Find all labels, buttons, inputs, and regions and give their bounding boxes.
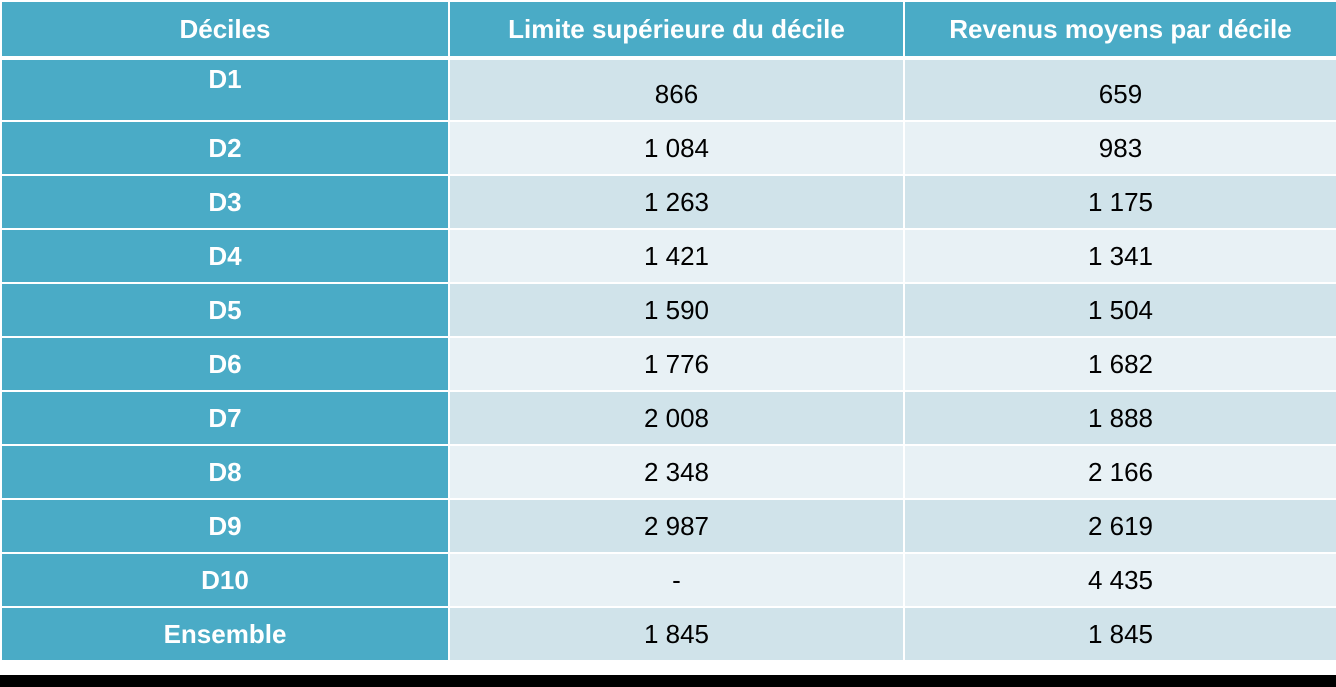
row-label: D10	[0, 552, 450, 608]
average-income-cell: 1 845	[903, 606, 1336, 662]
row-label: D8	[0, 444, 450, 500]
upper-limit-cell: 2 987	[448, 498, 905, 554]
row-label: D3	[0, 174, 450, 230]
upper-limit-cell: 866	[448, 57, 905, 122]
upper-limit-cell: 1 263	[448, 174, 905, 230]
average-income-cell: 1 175	[903, 174, 1336, 230]
average-income-cell: 2 166	[903, 444, 1336, 500]
header-average-income: Revenus moyens par décile	[903, 0, 1336, 60]
table-row: D9 2 987 2 619	[0, 498, 1336, 554]
average-income-cell: 4 435	[903, 552, 1336, 608]
row-label: Ensemble	[0, 606, 450, 662]
average-income-cell: 983	[903, 120, 1336, 176]
upper-limit-cell: 1 590	[448, 282, 905, 338]
row-label: D4	[0, 228, 450, 284]
average-income-cell: 659	[903, 57, 1336, 122]
upper-limit-cell: 1 776	[448, 336, 905, 392]
upper-limit-cell: 2 008	[448, 390, 905, 446]
table-row: D8 2 348 2 166	[0, 444, 1336, 500]
table-row: D1 866 659	[0, 57, 1336, 122]
header-deciles: Déciles	[0, 0, 450, 60]
upper-limit-cell: 1 845	[448, 606, 905, 662]
row-label: D6	[0, 336, 450, 392]
row-label: D9	[0, 498, 450, 554]
upper-limit-cell: 2 348	[448, 444, 905, 500]
decile-income-table: Déciles Limite supérieure du décile Reve…	[0, 0, 1336, 662]
row-label: D1	[0, 57, 450, 122]
table-row: D5 1 590 1 504	[0, 282, 1336, 338]
row-label: D7	[0, 390, 450, 446]
average-income-cell: 2 619	[903, 498, 1336, 554]
average-income-cell: 1 341	[903, 228, 1336, 284]
row-label: D2	[0, 120, 450, 176]
row-label: D5	[0, 282, 450, 338]
table-row: D3 1 263 1 175	[0, 174, 1336, 230]
average-income-cell: 1 504	[903, 282, 1336, 338]
upper-limit-cell: -	[448, 552, 905, 608]
header-upper-limit: Limite supérieure du décile	[448, 0, 905, 60]
table-row: D2 1 084 983	[0, 120, 1336, 176]
table-row: D4 1 421 1 341	[0, 228, 1336, 284]
table-row: D6 1 776 1 682	[0, 336, 1336, 392]
average-income-cell: 1 888	[903, 390, 1336, 446]
upper-limit-cell: 1 421	[448, 228, 905, 284]
table-row: D10 - 4 435	[0, 552, 1336, 608]
table-header-row: Déciles Limite supérieure du décile Reve…	[0, 0, 1336, 60]
table-row: D7 2 008 1 888	[0, 390, 1336, 446]
table-row-total: Ensemble 1 845 1 845	[0, 606, 1336, 662]
upper-limit-cell: 1 084	[448, 120, 905, 176]
average-income-cell: 1 682	[903, 336, 1336, 392]
